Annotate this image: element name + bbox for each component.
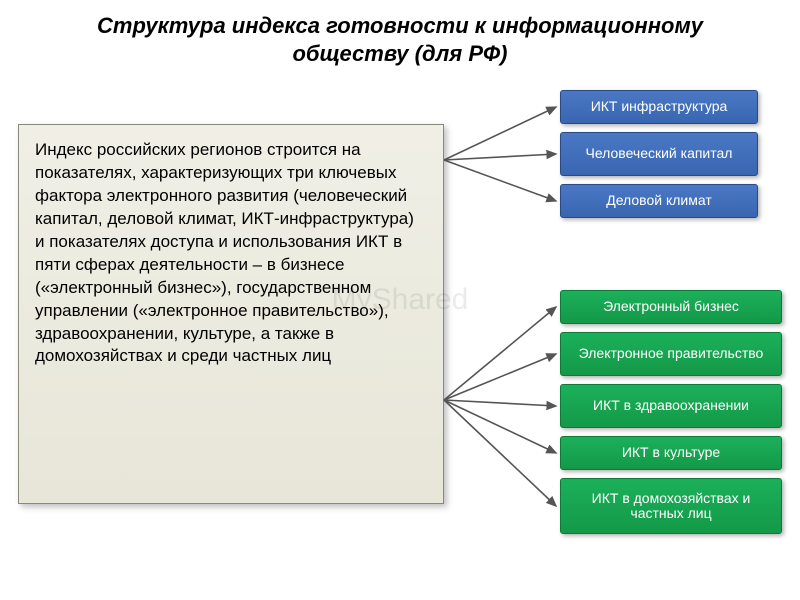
- green-node-label: Электронное правительство: [573, 346, 770, 361]
- green-node-label: ИКТ в здравоохранении: [587, 398, 755, 413]
- blue-node-2: Деловой климат: [560, 184, 758, 218]
- green-node-1: Электронное правительство: [560, 332, 782, 376]
- page-title: Структура индекса готовности к информаци…: [0, 0, 800, 75]
- blue-node-1: Человеческий капитал: [560, 132, 758, 176]
- green-node-label: Электронный бизнес: [597, 299, 745, 314]
- main-description-box: Индекс российских регионов строится на п…: [18, 124, 444, 504]
- green-node-label: ИКТ в домохозяйствах и частных лиц: [561, 491, 781, 522]
- green-node-4: ИКТ в домохозяйствах и частных лиц: [560, 478, 782, 534]
- green-node-0: Электронный бизнес: [560, 290, 782, 324]
- green-node-label: ИКТ в культуре: [616, 445, 726, 460]
- blue-node-0: ИКТ инфраструктура: [560, 90, 758, 124]
- main-description-text: Индекс российских регионов строится на п…: [35, 140, 414, 365]
- blue-node-label: ИКТ инфраструктура: [585, 99, 734, 114]
- green-node-3: ИКТ в культуре: [560, 436, 782, 470]
- blue-node-label: Деловой климат: [600, 193, 717, 208]
- blue-node-label: Человеческий капитал: [580, 146, 739, 161]
- green-node-2: ИКТ в здравоохранении: [560, 384, 782, 428]
